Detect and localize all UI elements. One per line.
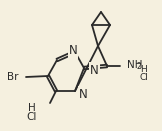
Text: H: H [140,66,147,75]
Text: H: H [28,103,36,113]
Text: Cl: Cl [140,72,149,81]
Text: N: N [90,64,99,77]
Text: 2: 2 [137,62,141,71]
Text: Br: Br [7,72,19,82]
Text: NH: NH [127,60,143,70]
Text: Cl: Cl [27,112,37,122]
Text: N: N [79,88,88,100]
Text: N: N [69,45,77,58]
